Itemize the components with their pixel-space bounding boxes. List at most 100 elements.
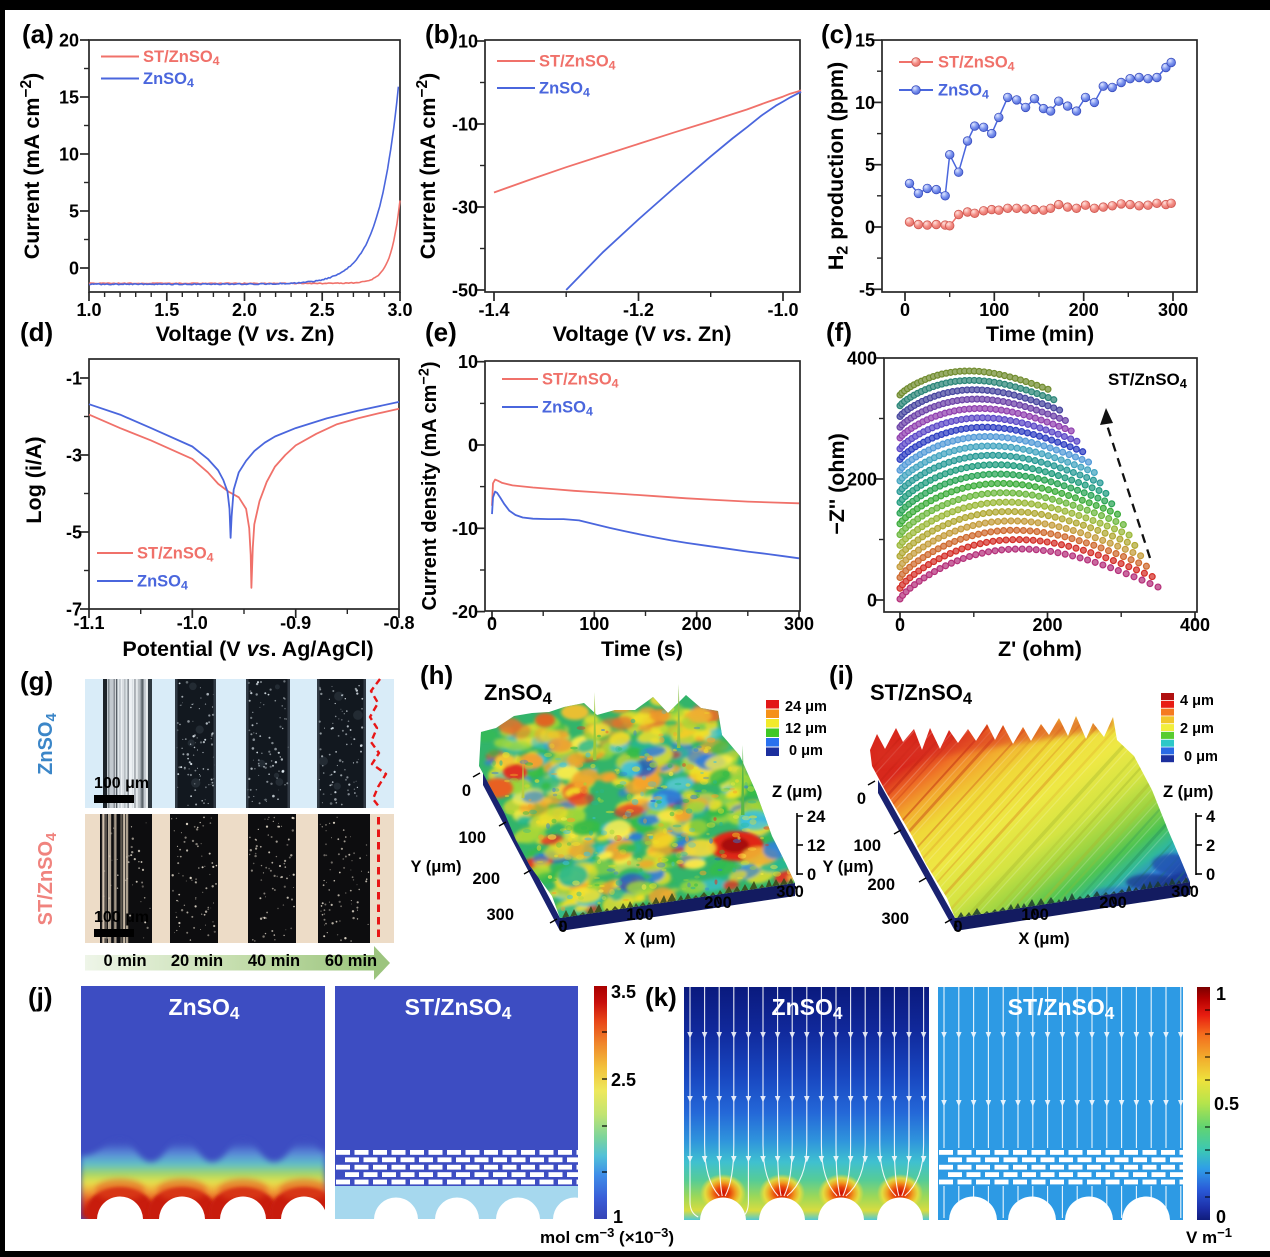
svg-text:100: 100 bbox=[853, 837, 881, 855]
svg-text:200: 200 bbox=[847, 470, 877, 490]
svg-text:24 μm: 24 μm bbox=[785, 699, 827, 715]
svg-text:-1.0: -1.0 bbox=[177, 613, 208, 633]
svg-text:Time (min): Time (min) bbox=[986, 322, 1094, 346]
svg-text:100 μm: 100 μm bbox=[94, 909, 149, 926]
svg-text:10: 10 bbox=[458, 352, 478, 372]
svg-text:Current (mA cm−2): Current (mA cm−2) bbox=[414, 73, 440, 259]
svg-text:3.5: 3.5 bbox=[611, 982, 636, 1002]
svg-text:0 μm: 0 μm bbox=[789, 743, 823, 759]
svg-text:ZnSO4: ZnSO4 bbox=[484, 680, 553, 708]
svg-text:0: 0 bbox=[69, 259, 79, 279]
svg-text:300: 300 bbox=[1158, 300, 1188, 320]
svg-text:ZnSO4: ZnSO4 bbox=[539, 80, 590, 100]
svg-text:60 min: 60 min bbox=[325, 952, 377, 970]
svg-text:0: 0 bbox=[867, 591, 877, 611]
svg-text:15: 15 bbox=[855, 31, 875, 51]
svg-text:ZnSO4: ZnSO4 bbox=[137, 573, 188, 593]
svg-text:X (μm): X (μm) bbox=[1018, 930, 1069, 948]
svg-text:-1.0: -1.0 bbox=[767, 300, 798, 320]
svg-text:(h): (h) bbox=[420, 660, 453, 690]
svg-text:400: 400 bbox=[847, 349, 877, 369]
svg-text:-0.8: -0.8 bbox=[383, 613, 414, 633]
svg-text:-1: -1 bbox=[66, 369, 82, 389]
svg-text:-7: -7 bbox=[66, 600, 82, 620]
svg-text:-1.4: -1.4 bbox=[478, 300, 509, 320]
svg-text:(e): (e) bbox=[425, 317, 457, 347]
svg-text:3.0: 3.0 bbox=[387, 300, 412, 320]
svg-text:mol cm−3 (×10−3): mol cm−3 (×10−3) bbox=[540, 1225, 674, 1247]
svg-text:0: 0 bbox=[865, 218, 875, 238]
svg-text:ST/ZnSO4: ST/ZnSO4 bbox=[539, 53, 616, 73]
svg-text:100 μm: 100 μm bbox=[94, 775, 149, 792]
svg-text:Y (μm): Y (μm) bbox=[410, 858, 461, 876]
svg-text:ST/ZnSO4: ST/ZnSO4 bbox=[1108, 370, 1188, 391]
svg-text:300: 300 bbox=[776, 883, 804, 901]
svg-text:200: 200 bbox=[1069, 300, 1099, 320]
svg-text:Z (μm): Z (μm) bbox=[772, 783, 822, 801]
svg-text:4: 4 bbox=[1206, 808, 1216, 826]
svg-text:-1.1: -1.1 bbox=[73, 613, 104, 633]
svg-text:X (μm): X (μm) bbox=[624, 930, 675, 948]
svg-text:Voltage (V vs. Zn): Voltage (V vs. Zn) bbox=[553, 322, 732, 346]
svg-text:200: 200 bbox=[867, 876, 895, 894]
svg-text:Log (i/A): Log (i/A) bbox=[22, 436, 46, 523]
svg-text:0: 0 bbox=[895, 615, 905, 635]
svg-text:200: 200 bbox=[1032, 615, 1062, 635]
svg-text:10: 10 bbox=[458, 32, 478, 52]
svg-text:20 min: 20 min bbox=[171, 952, 223, 970]
svg-text:ST/ZnSO4: ST/ZnSO4 bbox=[938, 54, 1015, 74]
svg-text:-30: -30 bbox=[452, 198, 478, 218]
svg-text:(j): (j) bbox=[28, 982, 53, 1012]
svg-text:Time (s): Time (s) bbox=[601, 637, 683, 661]
svg-text:H2 production (ppm): H2 production (ppm) bbox=[824, 62, 852, 270]
svg-text:12: 12 bbox=[807, 837, 825, 855]
svg-text:−Z'' (ohm): −Z'' (ohm) bbox=[825, 433, 849, 535]
svg-text:1: 1 bbox=[1216, 984, 1226, 1004]
svg-text:300: 300 bbox=[881, 910, 909, 928]
svg-text:ZnSO4: ZnSO4 bbox=[169, 994, 240, 1023]
svg-text:-20: -20 bbox=[452, 602, 478, 622]
svg-text:(c): (c) bbox=[821, 19, 853, 49]
svg-text:ZnSO4: ZnSO4 bbox=[772, 994, 843, 1023]
svg-text:1.0: 1.0 bbox=[76, 300, 101, 320]
svg-text:(g): (g) bbox=[20, 666, 53, 696]
svg-text:(b): (b) bbox=[425, 19, 458, 49]
svg-text:0: 0 bbox=[462, 782, 471, 800]
svg-text:0: 0 bbox=[1216, 1207, 1226, 1227]
svg-text:2: 2 bbox=[1206, 837, 1215, 855]
svg-text:0: 0 bbox=[900, 300, 910, 320]
svg-text:0: 0 bbox=[1206, 866, 1215, 884]
svg-text:2.5: 2.5 bbox=[611, 1070, 636, 1090]
svg-text:0.5: 0.5 bbox=[1214, 1094, 1239, 1114]
svg-text:24: 24 bbox=[807, 808, 826, 826]
svg-text:Y (μm): Y (μm) bbox=[822, 858, 873, 876]
svg-text:300: 300 bbox=[486, 906, 514, 924]
svg-text:ZnSO4: ZnSO4 bbox=[542, 399, 593, 419]
svg-text:-50: -50 bbox=[452, 281, 478, 301]
svg-text:2.5: 2.5 bbox=[310, 300, 335, 320]
svg-text:1.5: 1.5 bbox=[154, 300, 179, 320]
svg-text:-10: -10 bbox=[452, 519, 478, 539]
svg-text:1: 1 bbox=[613, 1207, 623, 1227]
svg-text:ST/ZnSO4: ST/ZnSO4 bbox=[870, 680, 973, 708]
svg-text:0 μm: 0 μm bbox=[1184, 749, 1218, 765]
svg-text:Voltage (V vs. Zn): Voltage (V vs. Zn) bbox=[156, 322, 335, 346]
svg-text:20: 20 bbox=[59, 31, 79, 51]
svg-text:200: 200 bbox=[472, 870, 500, 888]
svg-text:ST/ZnSO4: ST/ZnSO4 bbox=[1008, 994, 1115, 1023]
svg-text:ST/ZnSO4: ST/ZnSO4 bbox=[143, 48, 220, 68]
svg-text:-10: -10 bbox=[452, 115, 478, 135]
svg-text:5: 5 bbox=[865, 155, 875, 175]
svg-text:0: 0 bbox=[558, 918, 567, 936]
svg-text:Z' (ohm): Z' (ohm) bbox=[998, 637, 1082, 661]
svg-text:ZnSO4: ZnSO4 bbox=[143, 70, 194, 90]
svg-text:2.0: 2.0 bbox=[232, 300, 257, 320]
svg-text:(f): (f) bbox=[826, 317, 852, 347]
svg-text:(d): (d) bbox=[20, 317, 53, 347]
svg-text:200: 200 bbox=[682, 614, 712, 634]
svg-text:ST/ZnSO4: ST/ZnSO4 bbox=[542, 371, 619, 391]
svg-text:0 min: 0 min bbox=[103, 952, 146, 970]
svg-text:4 μm: 4 μm bbox=[1180, 693, 1214, 709]
svg-text:ZnSO4: ZnSO4 bbox=[35, 713, 60, 775]
svg-text:Current (mA cm−2): Current (mA cm−2) bbox=[18, 73, 44, 259]
